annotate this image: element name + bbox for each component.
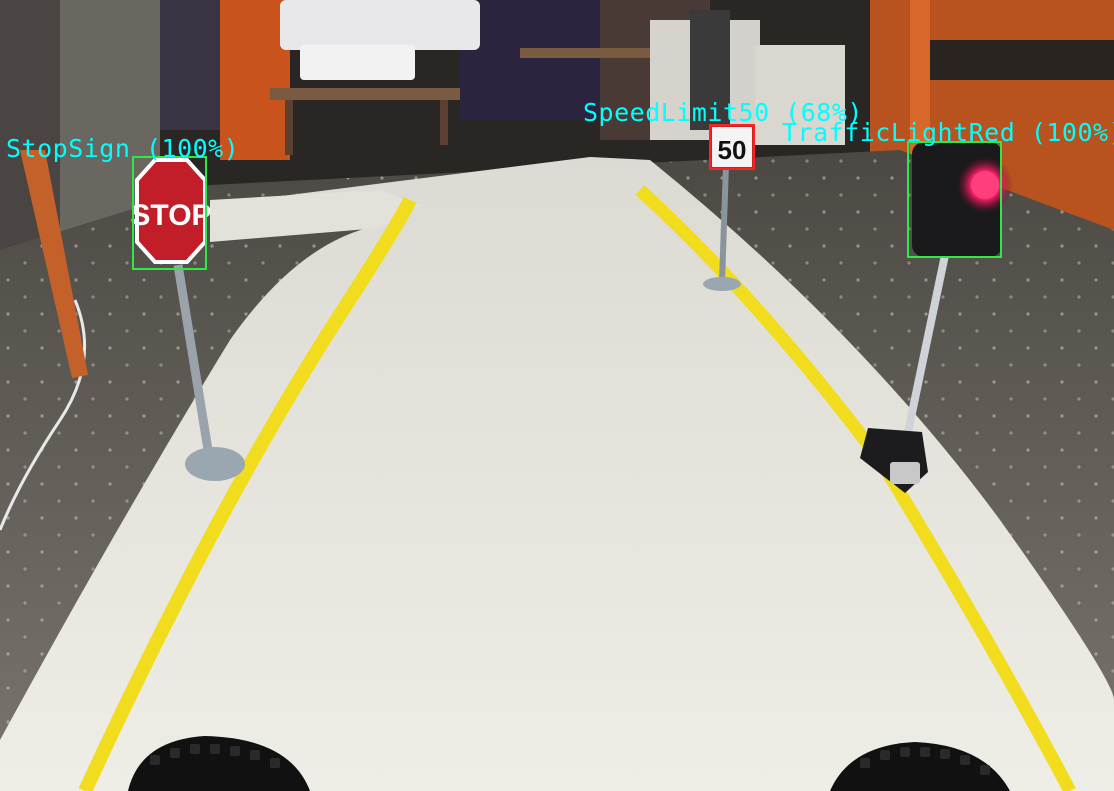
desk-leg-2 [440, 100, 448, 145]
track-surface [0, 157, 1114, 791]
chair [690, 10, 730, 130]
traffic-light-detection-box [907, 141, 1002, 258]
speed-sign-pole [719, 164, 729, 283]
back-window [460, 0, 600, 120]
speed-sign [710, 125, 754, 169]
speed-sign-base [703, 277, 741, 291]
desk-top [270, 88, 460, 100]
speed-limit-detection-box [709, 124, 755, 170]
traffic-light-base-panel [890, 462, 920, 484]
tire-treads [150, 744, 990, 775]
red-light [971, 171, 999, 199]
stop-sign-base [185, 447, 245, 481]
right-tire [830, 742, 1010, 791]
cabinet [755, 45, 845, 145]
stop-sign-detection-box [132, 156, 207, 270]
chair-leg-left [20, 150, 88, 378]
stop-sign-detection-label: StopSign (100%) [6, 134, 240, 163]
track-side-branch [210, 190, 420, 242]
printer-tray [300, 45, 415, 80]
desk-leg-1 [285, 100, 293, 155]
traffic-light-detection-label: TrafficLightRed (100%) [782, 118, 1114, 147]
speed-sign-text: 50 [718, 135, 747, 165]
traffic-light-pole [904, 254, 949, 433]
shelf-right [930, 40, 1114, 80]
printer [280, 0, 480, 50]
stop-sign [135, 158, 207, 264]
speed-limit-detection-label: SpeedLimit50 (68%) [583, 98, 863, 127]
cable [0, 299, 87, 531]
lane-line-left [78, 196, 417, 791]
table-top [520, 48, 650, 58]
stop-sign-text: STOP [130, 199, 211, 232]
orange-pillar-left [220, 0, 290, 160]
stop-sign-pole [173, 264, 215, 463]
